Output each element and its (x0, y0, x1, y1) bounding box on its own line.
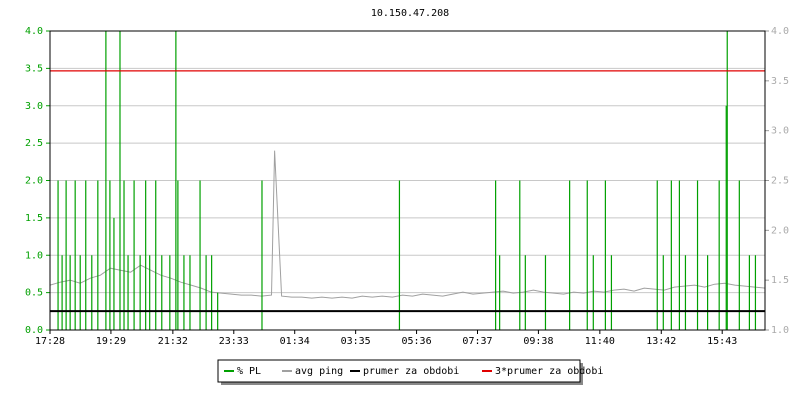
x-tick-label: 03:35 (341, 336, 371, 347)
y-tick-label: 1.5 (25, 213, 43, 224)
y2-tick-label: 4.0 (771, 26, 789, 37)
y2-tick-label: 1.0 (771, 325, 789, 336)
y2-tick-label: 1.5 (771, 275, 789, 286)
chart-title: 10.150.47.208 (371, 8, 449, 19)
x-tick-label: 21:32 (158, 336, 188, 347)
x-tick-label: 07:37 (462, 336, 492, 347)
y2-tick-label: 2.5 (771, 176, 789, 187)
plot-frame (49, 30, 766, 331)
ping-line (49, 150, 766, 299)
y2-tick-label: 3.5 (771, 76, 789, 87)
legend-label: avg ping (295, 366, 343, 377)
x-tick-label: 15:43 (707, 336, 737, 347)
y-tick-label: 2.0 (25, 176, 43, 187)
x-tick-label: 01:34 (280, 336, 310, 347)
y2-tick-label: 3.0 (771, 126, 789, 137)
x-tick-label: 05:36 (402, 336, 432, 347)
x-tick-label: 13:42 (646, 336, 676, 347)
x-tick-label: 17:28 (35, 336, 65, 347)
x-tick-label: 11:40 (585, 336, 615, 347)
y-tick-label: 2.5 (25, 138, 43, 149)
legend-label: prumer za obdobi (363, 366, 459, 377)
y2-tick-label: 2.0 (771, 225, 789, 236)
x-tick-label: 09:38 (523, 336, 553, 347)
y-tick-label: 4.0 (25, 26, 43, 37)
y-tick-label: 3.5 (25, 63, 43, 74)
x-tick-label: 19:29 (96, 336, 126, 347)
legend-label: % PL (237, 366, 261, 377)
y-tick-label: 0.0 (25, 325, 43, 336)
y-tick-label: 0.5 (25, 288, 43, 299)
legend-label: 3*prumer za obdobi (495, 366, 603, 377)
x-tick-label: 23:33 (219, 336, 249, 347)
legend-box (217, 359, 581, 383)
y-tick-label: 3.0 (25, 101, 43, 112)
y-tick-label: 1.0 (25, 250, 43, 261)
